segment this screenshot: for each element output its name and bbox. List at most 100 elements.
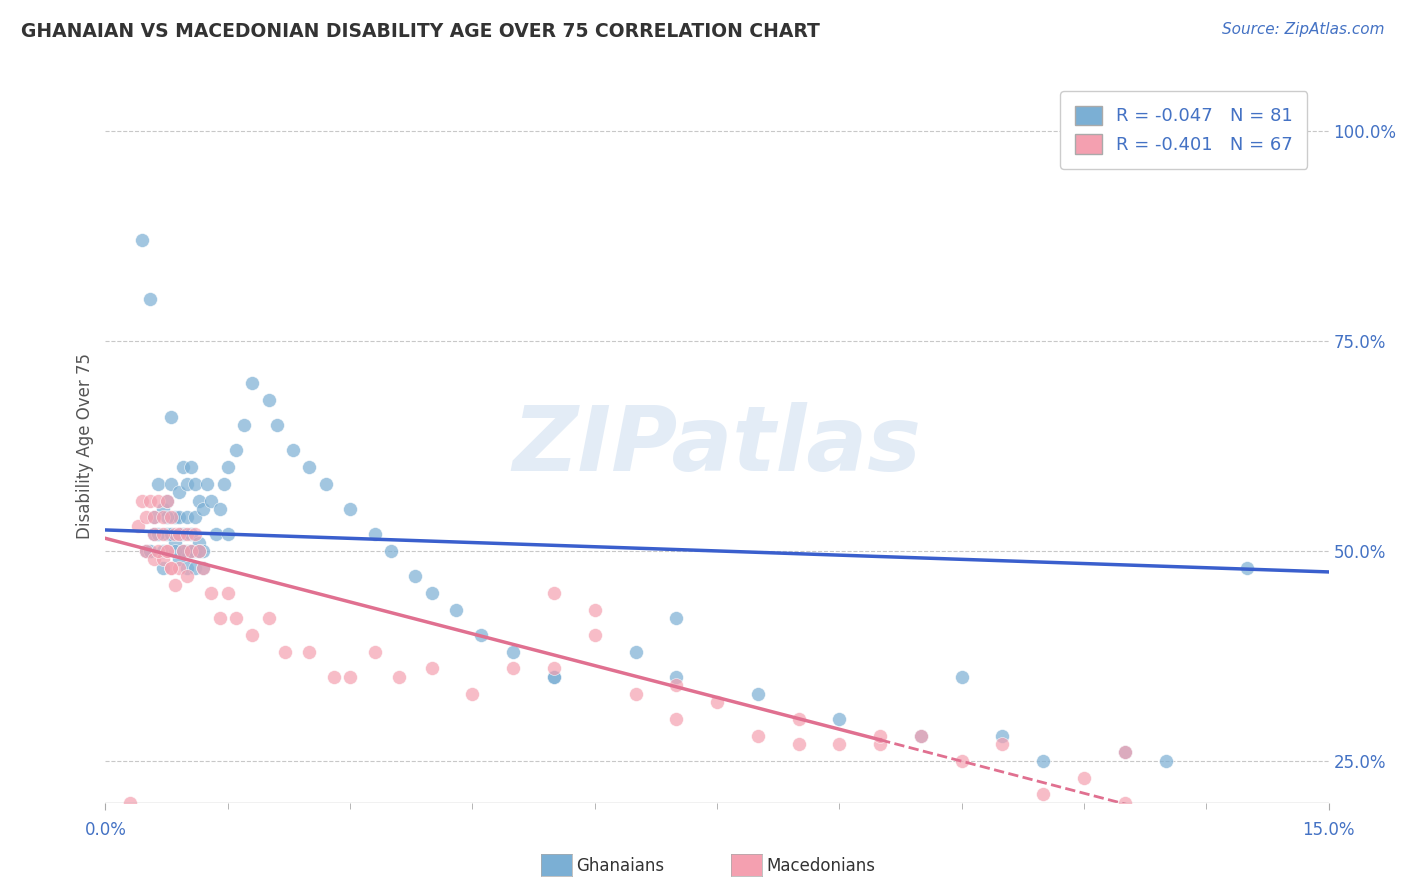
Point <box>155 544 177 558</box>
Point <box>152 502 174 516</box>
Point <box>787 737 810 751</box>
Point <box>747 729 769 743</box>
Point <box>502 661 524 675</box>
Point <box>188 493 211 508</box>
Point <box>1032 754 1054 768</box>
Point <box>184 476 207 491</box>
Point <box>212 476 235 491</box>
Point <box>163 577 186 591</box>
Point <box>127 518 149 533</box>
Point <box>298 645 321 659</box>
Point <box>131 233 153 247</box>
Point <box>188 544 211 558</box>
Point <box>543 670 565 684</box>
Point <box>172 527 194 541</box>
Point <box>152 552 174 566</box>
Point <box>217 460 239 475</box>
Point <box>420 586 443 600</box>
Point <box>363 527 385 541</box>
Point <box>131 493 153 508</box>
Point <box>163 527 186 541</box>
Point <box>380 544 402 558</box>
Point <box>298 460 321 475</box>
Point <box>159 510 181 524</box>
Point <box>274 645 297 659</box>
Point <box>624 645 647 659</box>
Point <box>139 544 162 558</box>
Point <box>225 611 247 625</box>
Point <box>217 586 239 600</box>
Point <box>176 569 198 583</box>
Point <box>240 376 263 390</box>
Point <box>180 460 202 475</box>
Point <box>787 712 810 726</box>
Point <box>388 670 411 684</box>
Point <box>159 560 181 574</box>
Point <box>167 560 190 574</box>
Point <box>624 687 647 701</box>
Point <box>188 535 211 549</box>
Point <box>217 527 239 541</box>
Point <box>167 485 190 500</box>
Point <box>184 527 207 541</box>
Point <box>143 510 166 524</box>
Point <box>159 476 181 491</box>
Point <box>148 476 170 491</box>
Point <box>176 560 198 574</box>
Point <box>152 544 174 558</box>
Point <box>665 678 688 692</box>
Point <box>339 502 361 516</box>
Point <box>167 527 190 541</box>
Point <box>461 687 484 701</box>
Text: Ghanaians: Ghanaians <box>576 857 665 875</box>
Point <box>159 560 181 574</box>
Point <box>257 611 280 625</box>
Legend: R = -0.047   N = 81, R = -0.401   N = 67: R = -0.047 N = 81, R = -0.401 N = 67 <box>1060 91 1308 169</box>
Point <box>135 544 157 558</box>
Point <box>200 586 222 600</box>
Point <box>665 611 688 625</box>
Point <box>502 645 524 659</box>
Point <box>143 552 166 566</box>
Point <box>828 712 851 726</box>
Point <box>163 535 186 549</box>
Point <box>910 729 932 743</box>
Point <box>176 527 198 541</box>
Point <box>543 661 565 675</box>
Text: Source: ZipAtlas.com: Source: ZipAtlas.com <box>1222 22 1385 37</box>
Point <box>444 603 467 617</box>
Text: GHANAIAN VS MACEDONIAN DISABILITY AGE OVER 75 CORRELATION CHART: GHANAIAN VS MACEDONIAN DISABILITY AGE OV… <box>21 22 820 41</box>
Point <box>665 712 688 726</box>
Point <box>155 493 177 508</box>
Point <box>543 586 565 600</box>
Point <box>118 796 141 810</box>
Point <box>148 527 170 541</box>
Point <box>322 670 344 684</box>
Point <box>583 603 606 617</box>
Point <box>991 737 1014 751</box>
Point <box>991 729 1014 743</box>
Point <box>167 510 190 524</box>
Point <box>747 687 769 701</box>
Point <box>159 409 181 424</box>
Point <box>195 476 219 491</box>
Point <box>155 527 177 541</box>
Point <box>208 502 231 516</box>
Point <box>167 527 190 541</box>
Point <box>869 729 891 743</box>
Point <box>1032 788 1054 802</box>
Point <box>193 502 215 516</box>
Point <box>172 544 194 558</box>
Point <box>363 645 385 659</box>
Point <box>281 443 304 458</box>
Point <box>1114 746 1136 760</box>
Point <box>950 754 973 768</box>
Point <box>139 292 162 306</box>
Point <box>208 611 231 625</box>
Point <box>1114 746 1136 760</box>
Point <box>188 544 211 558</box>
Point <box>143 527 166 541</box>
Point <box>135 544 157 558</box>
Point <box>470 628 492 642</box>
Point <box>184 544 207 558</box>
